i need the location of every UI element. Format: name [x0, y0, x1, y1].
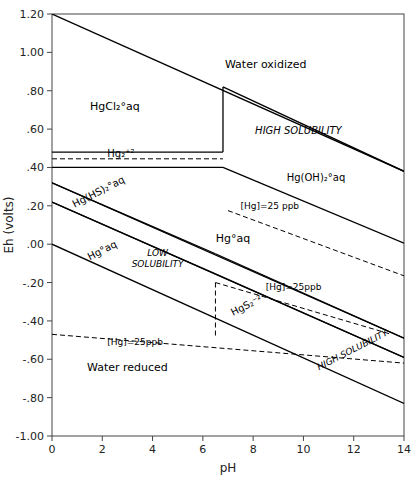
x-tick [253, 436, 254, 441]
y-tick-label: -1.00 [16, 430, 44, 443]
y-tick-label: .00 [27, 238, 45, 251]
x-tick [353, 436, 354, 441]
x-tick [303, 436, 304, 441]
boundary-line [215, 274, 404, 357]
x-tick-label: 12 [347, 443, 361, 456]
y-axis-label: Eh (volts) [2, 196, 16, 253]
x-tick-label: 14 [397, 443, 411, 456]
region-label: Hg₂⁺² [107, 148, 134, 159]
y-tick-label: -.60 [23, 353, 44, 366]
plot-frame [52, 14, 404, 436]
region-label: Hg(OH)₂°aq [287, 172, 346, 183]
x-tick [102, 436, 103, 441]
boundary-line [222, 87, 223, 152]
x-tick-label: 4 [149, 443, 156, 456]
y-tick [47, 244, 52, 245]
boundary-line [223, 87, 404, 171]
x-tick [52, 436, 53, 441]
y-tick-label: 1.20 [20, 8, 45, 21]
y-tick [47, 90, 52, 91]
y-tick-label: 1.00 [20, 46, 45, 59]
x-tick-label: 8 [250, 443, 257, 456]
y-tick [47, 359, 52, 360]
boundary-line [52, 158, 223, 159]
boundary-line [52, 244, 404, 403]
region-label: [Hg]=25ppb [266, 282, 322, 292]
y-tick [47, 129, 52, 130]
boundary-line [215, 283, 391, 335]
x-tick-label: 2 [99, 443, 106, 456]
boundary-line [215, 254, 404, 338]
boundary-line [52, 167, 223, 168]
region-label: [Hg]=25ppb [107, 337, 163, 347]
y-tick [47, 52, 52, 53]
y-tick-label: .20 [27, 200, 45, 213]
y-tick [47, 282, 52, 283]
x-axis-label: pH [220, 461, 237, 475]
y-tick-label: .60 [27, 123, 45, 136]
x-tick [404, 436, 405, 441]
chart: 0 2 4 6 8 10 12 14 -1.00 -.80 -.60 -.40 -.20 .00 .20 .4… [0, 0, 420, 480]
y-tick [47, 397, 52, 398]
region-label: HIGH SOLUBILITY [315, 327, 390, 372]
y-tick-label: -.80 [23, 392, 44, 405]
boundary-line [52, 151, 223, 152]
region-label: Water reduced [87, 361, 168, 374]
y-tick [47, 167, 52, 168]
region-label: Water oxidized [225, 58, 307, 71]
lines [52, 14, 404, 403]
region-label: HIGH SOLUBILITY [255, 125, 342, 136]
y-tick-label: -.20 [23, 277, 44, 290]
x-tick-label: 6 [199, 443, 206, 456]
boundary-line [52, 183, 404, 338]
boundary-line [215, 283, 216, 337]
region-label: HgS₂⁻² [229, 293, 264, 318]
boundary-line [52, 183, 215, 254]
y-tick [47, 205, 52, 206]
region-label: Hg(HS)₂°aq [71, 174, 127, 210]
region-label: HgCl₂°aq [90, 100, 140, 113]
x-tick-label: 10 [296, 443, 310, 456]
region-label: [Hg]=25 ppb [241, 201, 300, 211]
region-label: Hg°aq [86, 238, 119, 262]
y-tick [47, 436, 52, 437]
x-tick [202, 436, 203, 441]
boundary-line [52, 202, 404, 357]
y-tick-label: -.40 [23, 315, 44, 328]
boundary-line [228, 211, 404, 276]
y-tick-label: .40 [27, 161, 45, 174]
x-tick-label: 0 [49, 443, 56, 456]
boundary-line [52, 14, 404, 171]
x-tick [152, 436, 153, 441]
y-tick [47, 14, 52, 15]
region-label: LOWSOLUBILITY [132, 248, 185, 269]
region-label: Hg°aq [216, 232, 250, 245]
boundary-line [52, 202, 215, 274]
y-tick-label: .80 [27, 85, 45, 98]
y-tick [47, 320, 52, 321]
